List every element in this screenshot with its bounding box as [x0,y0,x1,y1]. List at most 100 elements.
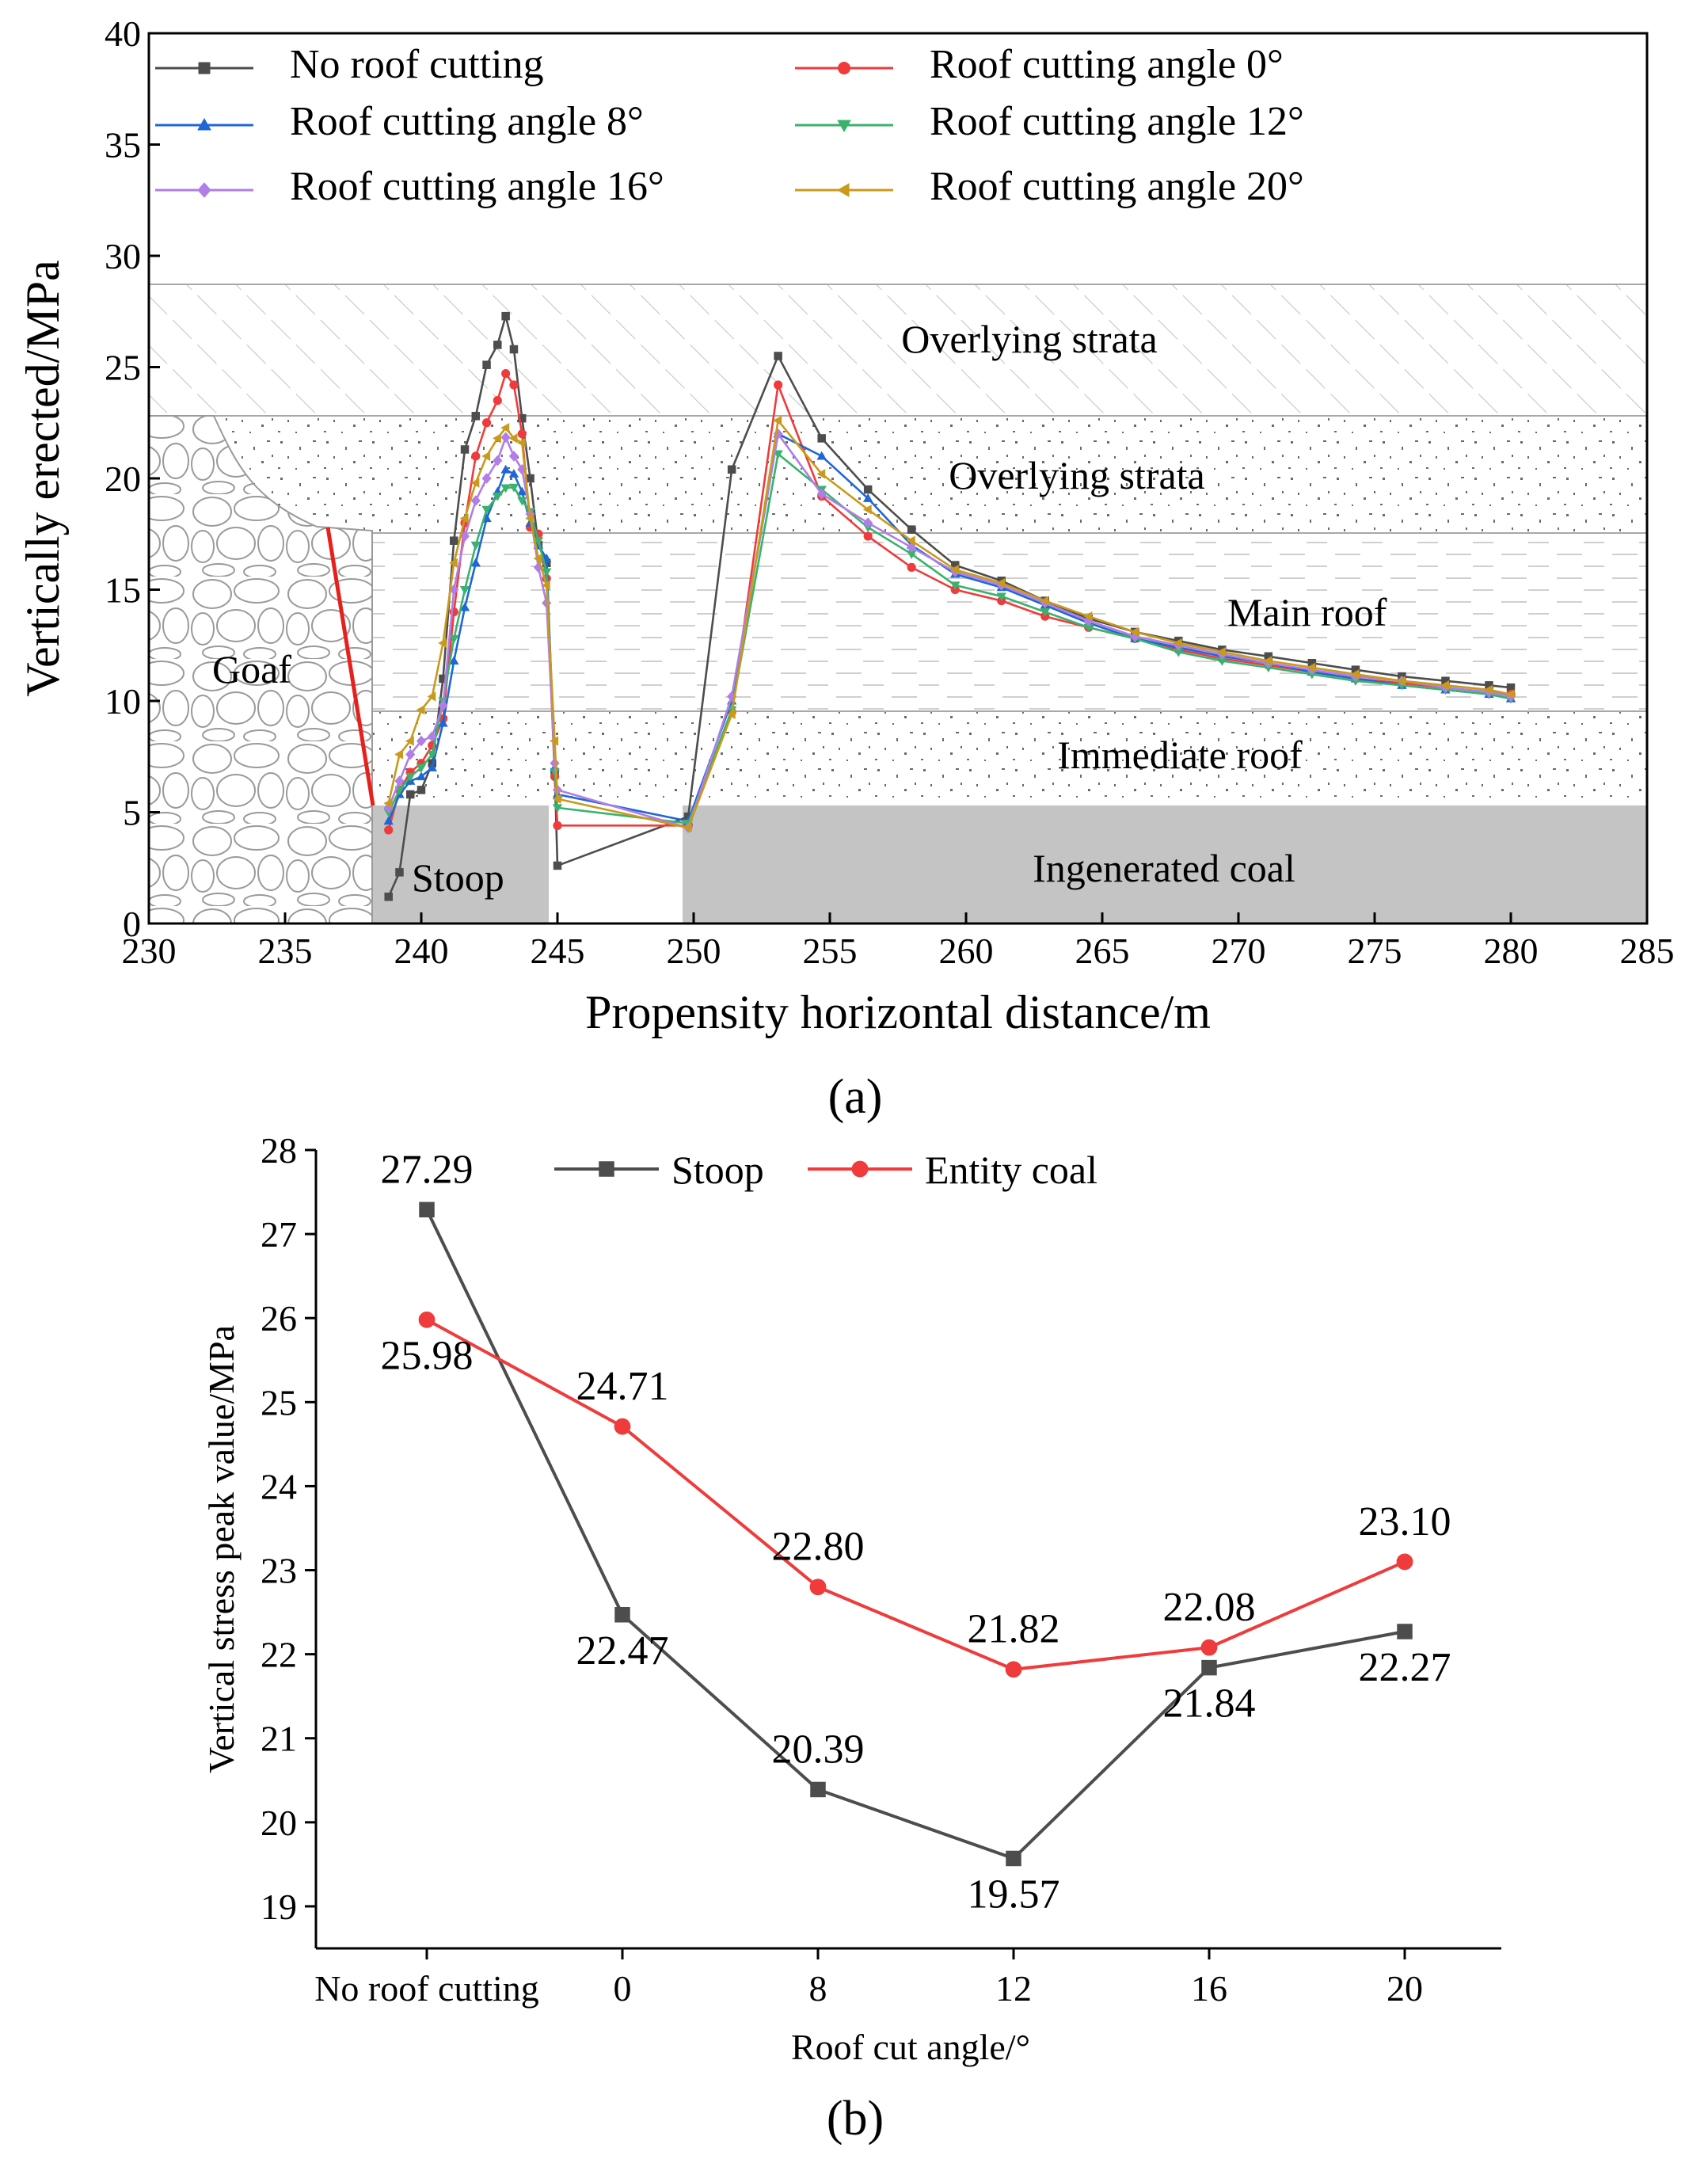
panel-a-x-axis-title: Propensity horizontal distance/m [585,986,1211,1038]
legend-item: Roof cutting angle 0° [795,42,1284,87]
data-point [810,1781,826,1798]
data-label: 19.57 [968,1872,1060,1917]
main-roof-zone [149,533,1647,711]
ingenerated-coal-zone [683,805,1647,923]
data-point [1397,1624,1413,1639]
y-tick-label: 15 [105,570,141,611]
legend-item: Entity coal [808,1148,1097,1192]
legend-swatch-marker [198,62,211,74]
y-tick-label: 10 [105,681,141,722]
data-point [501,311,510,321]
data-point [384,893,393,901]
data-point [1005,1661,1022,1678]
legend-label: Roof cutting angle 12° [930,99,1304,144]
data-label: 21.82 [968,1607,1060,1652]
data-point [907,562,916,573]
legend-label: Roof cutting angle 0° [930,42,1284,87]
data-point [481,418,492,428]
legend-item: Roof cutting angle 20° [795,164,1304,209]
panel-b-axes: 19 20 21 22 23 24 25 26 27 28 No roof cutting 0 8 12 1… [261,1130,1423,2009]
legend-swatch-marker [851,1160,869,1178]
data-point [471,412,481,421]
data-label: 22.27 [1359,1645,1451,1690]
data-point [1006,1850,1021,1867]
data-label: 22.08 [1163,1585,1256,1630]
zone-label-goaf: Goaf [212,647,291,691]
data-point [405,790,415,799]
zone-label-stoop: Stoop [412,855,504,900]
data-point [907,525,916,534]
x-tick-label: 12 [995,1968,1032,2009]
legend-label: Entity coal [925,1148,1097,1192]
x-tick-label: 235 [258,931,313,971]
data-point [395,868,404,877]
x-tick-label: 280 [1484,931,1539,971]
panel-a-axes: 230 235 240 245 250 255 260 265 270 275 280 285 0 5 10… [105,13,1675,971]
legend-item: No roof cutting [155,42,544,87]
data-point [501,369,511,379]
data-point [471,451,481,461]
y-tick-label: 0 [123,904,141,944]
legend-swatch-marker [837,183,850,197]
data-point [517,429,527,439]
stoop-pillar-zone [373,805,549,923]
x-tick-label: 250 [667,931,721,971]
data-point [1396,1553,1413,1571]
data-point [418,1311,436,1328]
x-tick-label: 16 [1191,1968,1227,2009]
data-point [1201,1659,1217,1676]
series-stoop: 27.29 22.47 20.39 19.57 21.84 22.27 [381,1147,1451,1917]
y-tick-label: 26 [261,1298,297,1339]
x-tick-label: 8 [809,1968,827,2009]
overlying-strata-upper-zone [149,284,1647,416]
geology-background [149,284,1647,923]
data-label: 23.10 [1359,1499,1451,1544]
data-point [384,825,394,835]
data-point [614,1418,631,1435]
data-point [727,465,736,474]
y-tick-label: 5 [123,793,141,833]
zone-label-overlying-strata-lower: Overlying strata [949,453,1205,497]
y-tick-label: 40 [105,13,141,54]
y-tick-label: 27 [261,1214,297,1255]
legend-item: Roof cutting angle 16° [155,164,664,209]
y-tick-label: 21 [261,1719,297,1759]
data-label: 22.47 [576,1628,669,1674]
legend-label: Roof cutting angle 20° [930,164,1304,209]
x-tick-label: 20 [1387,1968,1423,2009]
data-point [774,352,782,360]
y-tick-label: 23 [261,1551,297,1591]
panel-b-chart: 27.29 22.47 20.39 19.57 21.84 22.27 25.98 24.71… [201,1130,1501,2146]
legend-label: No roof cutting [290,42,544,87]
x-tick-label: 245 [531,931,585,971]
overlying-strata-lower-zone [149,416,1647,533]
legend-swatch-marker [197,182,211,198]
y-tick-label: 25 [261,1382,297,1422]
data-label: 21.84 [1163,1681,1256,1727]
panel-b-series: 27.29 22.47 20.39 19.57 21.84 22.27 25.98 24.71… [381,1147,1451,1917]
panel-a-tag: (a) [828,1070,883,1124]
data-point [817,434,826,443]
roof-cutting-line [325,527,375,806]
data-point [493,341,502,349]
data-label: 22.80 [772,1525,865,1570]
x-tick-label: 265 [1075,931,1130,971]
x-tick-label: No roof cutting [314,1968,539,2009]
data-point [419,1201,435,1218]
data-point [417,786,426,794]
data-point [493,396,502,406]
y-tick-label: 25 [105,348,141,388]
legend-item: Stoop [554,1148,764,1192]
panel-a-y-axis-title: Vertically erected/MPa [17,260,69,696]
y-tick-label: 19 [261,1887,297,1927]
data-label: 24.71 [576,1364,669,1409]
x-tick-label: 285 [1620,931,1675,971]
y-tick-label: 28 [261,1130,297,1171]
x-tick-label: 260 [939,931,994,971]
legend-item: Roof cutting angle 8° [155,99,644,144]
data-point [509,345,519,354]
series-line [426,1318,1406,1671]
legend-label: Roof cutting angle 16° [290,164,664,209]
panel-a-series [383,311,1516,901]
series-entity-coal: 25.98 24.71 22.80 21.82 22.08 23.10 [381,1311,1451,1678]
